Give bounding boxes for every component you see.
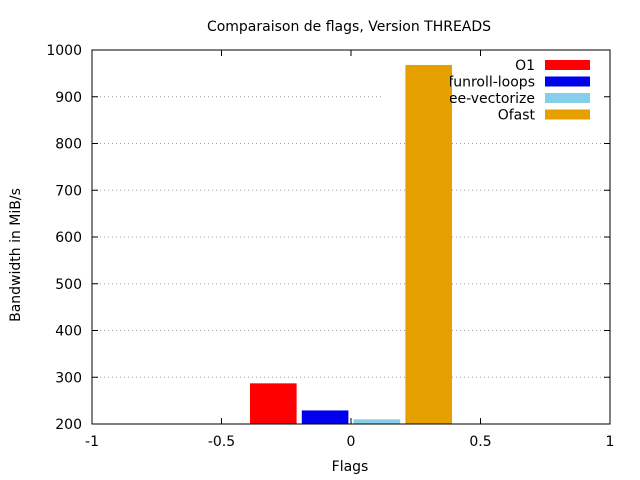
x-tick-label: -0.5 [208,434,235,450]
axes [91,49,611,425]
legend-swatch [545,93,590,103]
chart-title: Comparaison de flags, Version THREADS [207,19,491,35]
bar-funroll-loops [301,410,349,424]
y-tick-label: 800 [55,137,82,153]
y-axis-label: Bandwidth in MiB/s [8,188,24,322]
y-tick-label: 400 [55,324,82,340]
legend-label: O1 [515,58,535,74]
grid-lines [92,96,610,378]
y-tick-label: 300 [55,370,82,386]
x-axis-label: Flags [332,459,369,475]
legend-swatch [545,60,590,70]
legend-label: funroll-loops [448,75,535,91]
x-tick-label: 1 [606,434,615,450]
legend-item-Ofast: Ofast [498,108,590,124]
legend-label: Ofast [498,108,536,124]
bar-Ofast [405,64,453,425]
x-tick-label: 0.5 [469,434,491,450]
legend-item-ftree-vectorize: ftree-vectorize [433,91,590,107]
y-tick-label: 200 [55,417,82,433]
y-tick-label: 1000 [46,43,82,59]
x-tick-label: 0 [347,434,356,450]
legend-item-funroll-loops: funroll-loops [448,75,590,91]
tick-labels: 200 300 400 500 600 700 800 900 1000 -1 -0.5 0 0.5 1 [46,43,614,450]
legend-item-O1: O1 [515,58,590,74]
bars [249,64,453,425]
bar-O1 [249,383,297,424]
legend-label: ftree-vectorize [433,91,535,107]
bar-ftree-vectorize [353,419,401,424]
legend-swatch [545,76,590,87]
y-tick-label: 600 [55,230,82,246]
y-tick-label: 700 [55,183,82,199]
y-tick-label: 900 [55,90,82,106]
y-tick-label: 500 [55,277,82,293]
legend-swatch [545,109,590,120]
x-tick-label: -1 [85,434,99,450]
